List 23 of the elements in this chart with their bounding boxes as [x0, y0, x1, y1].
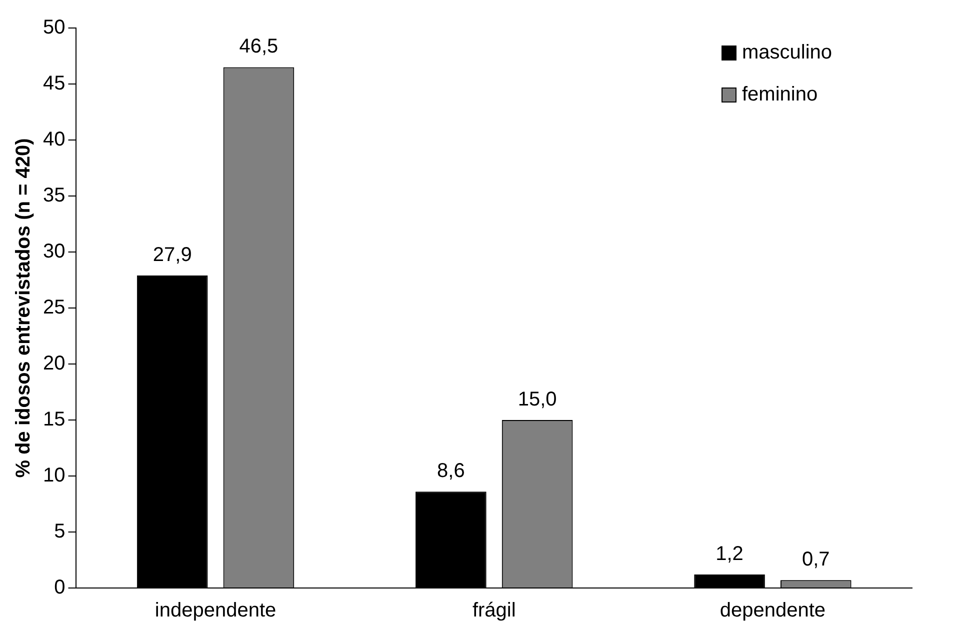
data-label: 0,7 — [802, 548, 830, 571]
y-tick-label: 25 — [42, 296, 66, 319]
y-tick-label: 50 — [42, 16, 66, 39]
x-tick-label: independente — [154, 600, 276, 622]
data-label: 1,2 — [716, 543, 744, 566]
y-tick-label: 20 — [42, 352, 66, 375]
y-axis-title: % de idosos entrevistados (n = 420) — [12, 138, 35, 478]
data-label: 46,5 — [239, 36, 278, 58]
x-tick-label: dependente — [720, 600, 826, 622]
data-label: 8,6 — [437, 460, 465, 482]
y-tick-label: 30 — [42, 240, 66, 263]
legend-label: feminino — [742, 84, 818, 106]
data-label: 15,0 — [518, 388, 557, 411]
y-tick-label: 0 — [54, 576, 66, 599]
y-tick-label: 45 — [42, 72, 66, 95]
x-tick-label: frágil — [472, 600, 516, 622]
y-tick-label: 10 — [42, 464, 66, 487]
y-tick-label: 40 — [42, 128, 66, 151]
data-label: 27,9 — [152, 244, 192, 266]
y-tick-label: 35 — [42, 184, 66, 207]
legend-label: masculino — [742, 42, 832, 64]
y-tick-label: 15 — [42, 408, 66, 431]
y-tick-label: 5 — [54, 520, 66, 543]
